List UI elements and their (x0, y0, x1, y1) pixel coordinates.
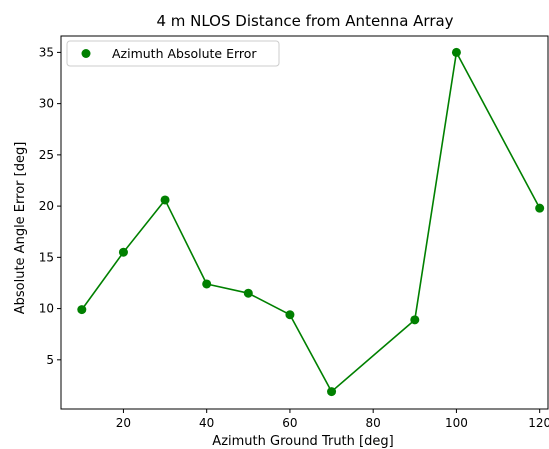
series-line (81, 51, 541, 393)
x-tick-label: 40 (199, 416, 214, 430)
y-tick-label: 35 (39, 45, 54, 59)
x-tick-label: 20 (116, 416, 131, 430)
data-point (327, 387, 337, 397)
legend-marker (81, 49, 91, 58)
y-tick-label: 25 (39, 148, 54, 162)
y-tick-label: 10 (39, 302, 54, 316)
data-point (243, 288, 253, 298)
axes-frame (60, 35, 549, 410)
data-point (285, 310, 295, 320)
y-axis-title: Absolute Angle Error [deg] (13, 142, 28, 315)
plot-area: 20 40 60 80 100 120 5 10 15 20 25 30 35 Azimuth Absol… (39, 35, 549, 430)
x-axis-title: Azimuth Ground Truth [deg] (212, 434, 393, 449)
legend-box (66, 40, 280, 67)
data-point (410, 315, 420, 325)
y-tick-label: 20 (39, 199, 54, 213)
y-tick-label: 30 (39, 97, 54, 111)
data-point (202, 279, 212, 289)
data-point (77, 305, 87, 315)
legend-label: Azimuth Absolute Error (112, 46, 257, 61)
data-point (160, 195, 170, 205)
x-tick-label: 60 (282, 416, 297, 430)
y-tick-label: 15 (39, 250, 54, 264)
x-tick-label: 100 (445, 416, 468, 430)
x-tick-label: 120 (528, 416, 549, 430)
chart-title: 4 m NLOS Distance from Antenna Array (156, 12, 453, 30)
data-point (451, 47, 461, 57)
x-tick-label: 80 (366, 416, 381, 430)
y-tick-label: 5 (46, 353, 54, 367)
data-point (118, 247, 128, 257)
data-point (535, 203, 545, 213)
